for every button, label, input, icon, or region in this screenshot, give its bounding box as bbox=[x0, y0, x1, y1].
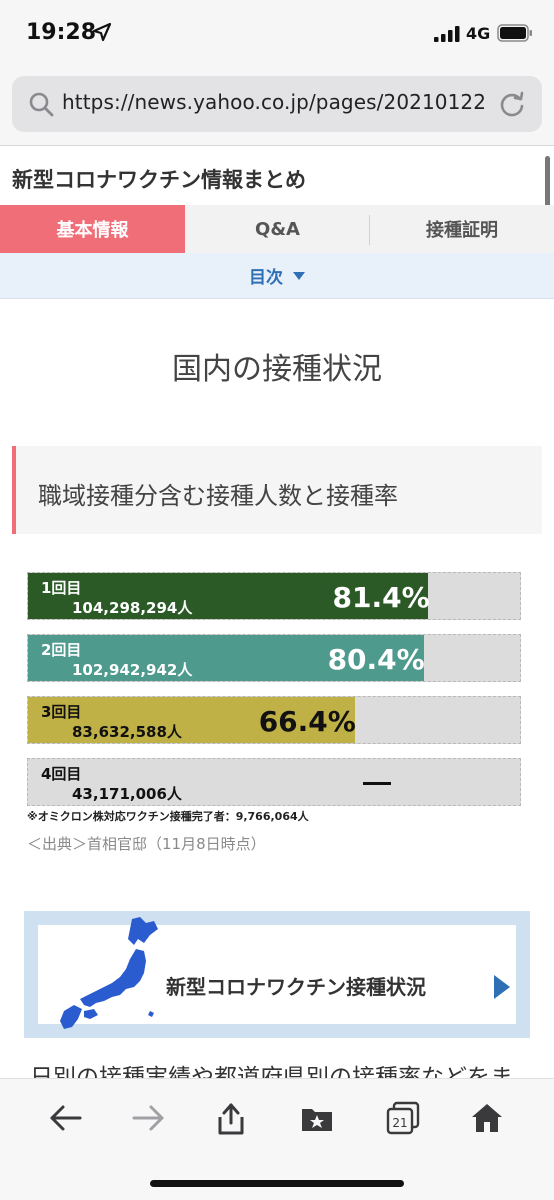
share-icon[interactable] bbox=[214, 1101, 248, 1135]
sub-heading: 職域接種分含む接種人数と接種率 bbox=[38, 482, 398, 510]
tab-bar: 基本情報 Q&A 接種証明 bbox=[0, 205, 554, 253]
sub-heading-box: 職域接種分含む接種人数と接種率 bbox=[12, 446, 542, 534]
tab-certificate[interactable]: 接種証明 bbox=[426, 220, 498, 241]
tab-divider bbox=[369, 215, 370, 245]
back-icon[interactable] bbox=[48, 1101, 82, 1135]
banner-inner: 新型コロナワクチン接種状況 bbox=[38, 917, 516, 1029]
bar-people-count: 104,298,294人 bbox=[72, 599, 193, 617]
banner-title: 新型コロナワクチン接種状況 bbox=[166, 975, 426, 999]
home-indicator bbox=[150, 1180, 404, 1187]
vaccination-status-banner[interactable]: 新型コロナワクチン接種状況 bbox=[24, 911, 530, 1038]
browser-address-area: https://news.yahoo.co.jp/pages/20210122 bbox=[0, 64, 554, 146]
bar-fill-dose3 bbox=[28, 697, 355, 743]
bar-row-dose3: 3回目 83,632,588人 66.4% bbox=[27, 696, 521, 744]
bar-percent: 66.4% bbox=[258, 705, 356, 738]
browser-toolbar: 21 bbox=[0, 1078, 554, 1200]
play-arrow-icon bbox=[494, 975, 510, 999]
omicron-note: ※オミクロン株対応ワクチン接種完了者：9,766,064人 bbox=[27, 810, 309, 823]
bar-row-dose2: 2回目 102,942,942人 80.4% bbox=[27, 634, 521, 682]
caret-down-icon bbox=[293, 271, 305, 280]
japan-map-icon bbox=[60, 917, 158, 1029]
tab-qa[interactable]: Q&A bbox=[255, 218, 300, 240]
bar-percent: 81.4% bbox=[332, 581, 430, 614]
location-arrow-icon bbox=[92, 22, 112, 42]
search-icon bbox=[29, 92, 54, 117]
section-heading: 国内の接種状況 bbox=[172, 352, 382, 387]
source-note: ＜出典＞首相官邸（11月8日時点） bbox=[27, 835, 266, 853]
reload-icon[interactable] bbox=[498, 90, 526, 118]
bookmarks-icon[interactable] bbox=[300, 1101, 334, 1135]
toc-label: 目次 bbox=[249, 268, 283, 288]
bar-percent: 80.4% bbox=[327, 643, 425, 676]
bar-people-count: 43,171,006人 bbox=[72, 785, 182, 803]
network-type: 4G bbox=[466, 24, 491, 43]
forward-icon[interactable] bbox=[132, 1101, 166, 1135]
status-time: 19:28 bbox=[26, 20, 97, 45]
signal-icon bbox=[434, 26, 460, 42]
bar-row-dose4: 4回目 43,171,006人 bbox=[27, 758, 521, 806]
bar-dose-label: 3回目 bbox=[41, 703, 82, 721]
bar-dose-label: 4回目 bbox=[41, 765, 82, 783]
tabs-count: 21 bbox=[392, 1116, 407, 1130]
page-title: 新型コロナワクチン情報まとめ bbox=[12, 168, 306, 192]
no-data-dash bbox=[363, 782, 391, 785]
tabs-icon[interactable]: 21 bbox=[386, 1101, 420, 1135]
toc-toggle[interactable]: 目次 bbox=[0, 253, 554, 299]
bar-row-dose1: 1回目 104,298,294人 81.4% bbox=[27, 572, 521, 620]
scrollbar[interactable] bbox=[545, 156, 550, 212]
bar-people-count: 102,942,942人 bbox=[72, 661, 193, 679]
address-bar[interactable]: https://news.yahoo.co.jp/pages/20210122 bbox=[12, 76, 542, 132]
url-text: https://news.yahoo.co.jp/pages/20210122 bbox=[62, 90, 487, 114]
battery-icon bbox=[497, 24, 532, 42]
bar-dose-label: 1回目 bbox=[41, 579, 82, 597]
bar-dose-label: 2回目 bbox=[41, 641, 82, 659]
bar-fill-dose1 bbox=[28, 573, 429, 619]
status-bar: 19:28 4G bbox=[0, 0, 554, 64]
home-icon[interactable] bbox=[470, 1101, 504, 1135]
bar-fill-dose2 bbox=[28, 635, 424, 681]
bar-people-count: 83,632,588人 bbox=[72, 723, 182, 741]
tab-basic-info[interactable]: 基本情報 bbox=[0, 205, 185, 253]
